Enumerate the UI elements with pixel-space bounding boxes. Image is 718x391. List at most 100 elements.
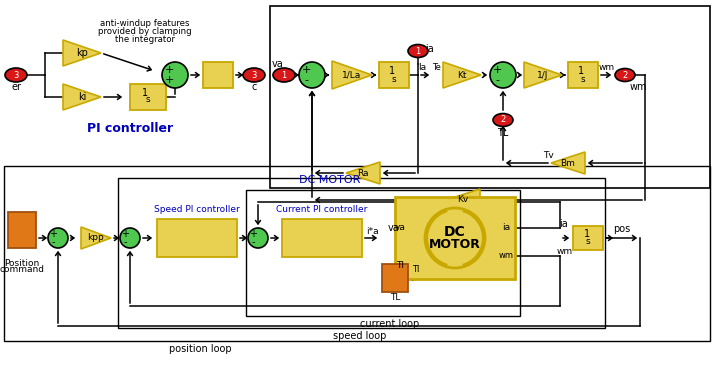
- Text: +: +: [249, 229, 257, 239]
- Text: 3: 3: [251, 70, 257, 79]
- Text: Position: Position: [4, 258, 39, 267]
- Text: er: er: [11, 82, 21, 92]
- FancyBboxPatch shape: [8, 212, 36, 248]
- Ellipse shape: [243, 68, 265, 82]
- Text: 1: 1: [389, 66, 395, 76]
- Text: +: +: [49, 229, 57, 239]
- Text: Tl: Tl: [412, 265, 420, 274]
- Text: -: -: [495, 75, 499, 85]
- Text: 1: 1: [142, 88, 148, 98]
- FancyBboxPatch shape: [130, 84, 166, 110]
- Polygon shape: [63, 84, 101, 110]
- Bar: [118, 178, 605, 328]
- Text: Ia: Ia: [418, 63, 426, 72]
- Text: ki: ki: [78, 92, 86, 102]
- Polygon shape: [446, 189, 480, 211]
- FancyBboxPatch shape: [203, 62, 233, 88]
- Polygon shape: [346, 162, 380, 184]
- Circle shape: [162, 62, 188, 88]
- Text: 1: 1: [281, 70, 286, 79]
- Text: wm: wm: [629, 82, 647, 92]
- Text: c: c: [251, 82, 257, 92]
- Bar: [270, 6, 710, 188]
- Text: TL: TL: [390, 294, 400, 303]
- Text: Kt: Kt: [457, 70, 467, 79]
- Text: Bm: Bm: [561, 158, 575, 167]
- Text: kpp: kpp: [88, 233, 104, 242]
- Text: wm: wm: [557, 248, 573, 256]
- Text: 3: 3: [14, 70, 19, 79]
- Text: va: va: [388, 223, 400, 233]
- Text: s: s: [581, 75, 585, 84]
- Ellipse shape: [5, 68, 27, 82]
- Text: +: +: [493, 65, 502, 75]
- Text: MOTOR: MOTOR: [429, 239, 481, 251]
- Text: current loop: current loop: [360, 319, 419, 329]
- Text: va: va: [395, 224, 406, 233]
- Text: anti-windup features: anti-windup features: [101, 18, 190, 27]
- Text: i*a: i*a: [365, 226, 378, 235]
- Text: speed loop: speed loop: [333, 331, 387, 341]
- Text: -: -: [51, 237, 55, 247]
- Ellipse shape: [615, 68, 635, 81]
- Polygon shape: [63, 40, 101, 66]
- Circle shape: [299, 62, 325, 88]
- Text: pos: pos: [613, 224, 630, 234]
- Text: s: s: [146, 95, 150, 104]
- FancyBboxPatch shape: [395, 197, 515, 279]
- Circle shape: [248, 228, 268, 248]
- FancyBboxPatch shape: [157, 219, 237, 257]
- Text: Speed PI controller: Speed PI controller: [154, 206, 240, 215]
- FancyBboxPatch shape: [282, 219, 362, 257]
- Text: PI controller: PI controller: [87, 122, 173, 136]
- Circle shape: [490, 62, 516, 88]
- Text: -: -: [304, 75, 308, 85]
- Text: ia: ia: [426, 44, 434, 54]
- Circle shape: [120, 228, 140, 248]
- Polygon shape: [81, 227, 111, 249]
- Ellipse shape: [493, 113, 513, 127]
- Text: Current PI controller: Current PI controller: [276, 206, 368, 215]
- Text: wm: wm: [498, 251, 513, 260]
- Text: 1: 1: [584, 229, 590, 239]
- Polygon shape: [524, 62, 562, 88]
- Text: Tl: Tl: [396, 262, 404, 271]
- Text: Tv: Tv: [543, 151, 554, 160]
- Text: +: +: [121, 229, 129, 239]
- Text: kp: kp: [76, 48, 88, 58]
- Text: 1/La: 1/La: [342, 70, 362, 79]
- Text: 1: 1: [416, 47, 421, 56]
- Text: command: command: [0, 265, 45, 274]
- Bar: [4, 166, 710, 341]
- FancyBboxPatch shape: [379, 62, 409, 88]
- Text: +: +: [164, 75, 174, 85]
- Text: 1: 1: [578, 66, 584, 76]
- Polygon shape: [443, 62, 481, 88]
- Circle shape: [425, 208, 485, 268]
- Text: -: -: [123, 237, 127, 247]
- Text: ia: ia: [559, 219, 569, 229]
- Circle shape: [48, 228, 68, 248]
- Text: provided by clamping: provided by clamping: [98, 27, 192, 36]
- Text: wm: wm: [599, 63, 615, 72]
- Text: Te: Te: [432, 63, 440, 72]
- Text: 1/J: 1/J: [537, 70, 549, 79]
- Text: TL: TL: [498, 128, 508, 138]
- Text: 2: 2: [623, 70, 628, 79]
- Text: Kv: Kv: [457, 196, 469, 204]
- Bar: [246, 190, 520, 316]
- FancyBboxPatch shape: [382, 264, 408, 292]
- Text: va: va: [272, 59, 284, 69]
- Text: Ra: Ra: [358, 169, 369, 178]
- Polygon shape: [332, 61, 372, 89]
- Polygon shape: [551, 152, 585, 174]
- Text: 2: 2: [500, 115, 505, 124]
- FancyBboxPatch shape: [573, 226, 603, 250]
- Text: DC: DC: [444, 225, 466, 239]
- Text: DC MOTOR: DC MOTOR: [299, 175, 360, 185]
- Text: s: s: [392, 75, 396, 84]
- Text: s: s: [586, 237, 590, 246]
- Text: the integrator: the integrator: [115, 36, 175, 45]
- Ellipse shape: [408, 45, 428, 57]
- Text: +: +: [164, 65, 174, 75]
